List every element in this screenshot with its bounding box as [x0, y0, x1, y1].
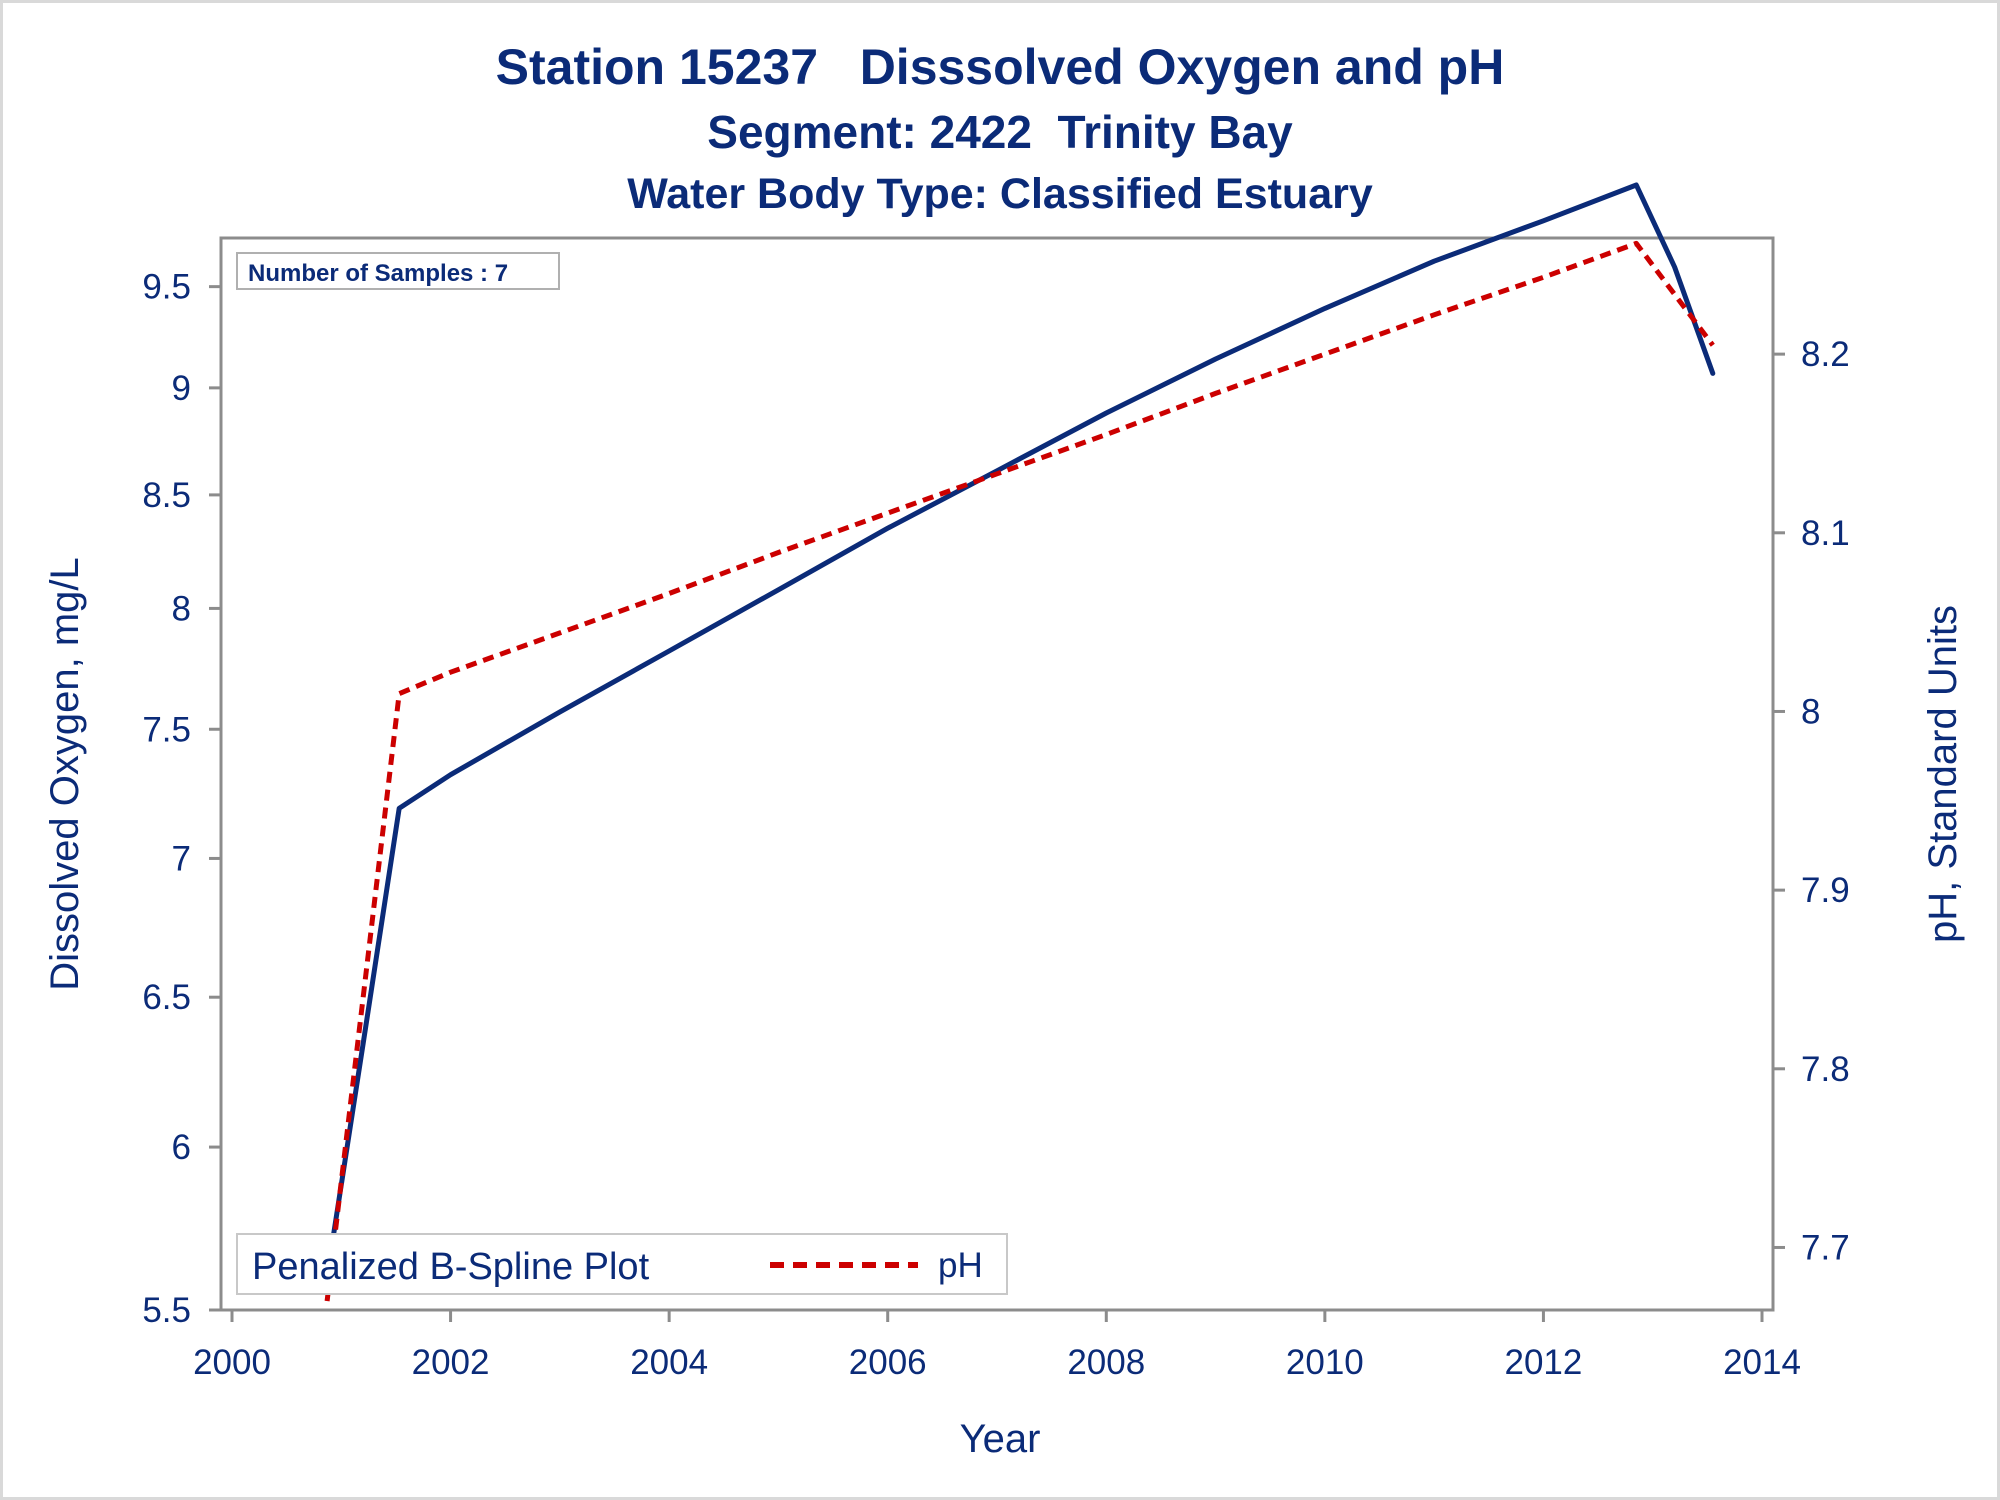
chart-subtitle: Segment: 2422 Trinity Bay [707, 106, 1293, 158]
chart-title: Station 15237 Disssolved Oxygen and pH [496, 39, 1505, 95]
legend-frame [236, 1233, 1008, 1295]
x-axis: 2000 2002 2004 2006 2008 2010 2012 2014 [193, 1308, 1801, 1382]
y2-tick-label: 7.9 [1801, 871, 1850, 910]
sample-count-frame [236, 252, 560, 290]
dissolved-oxygen-series-line [324, 182, 1716, 1279]
x-tick-label: 2004 [630, 1343, 708, 1382]
y-tick-label: 7 [172, 839, 191, 878]
y-axis-right: 7.7 7.8 7.9 8 8.1 8.2 [1773, 335, 1850, 1267]
x-tick-label: 2012 [1504, 1343, 1582, 1382]
legend-title: Penalized B-Spline Plot [252, 1246, 650, 1288]
y-tick-label: 9 [172, 369, 191, 408]
sample-count-box: Number of Samples : 7 [236, 252, 560, 290]
x-tick-label: 2014 [1723, 1343, 1801, 1382]
y2-axis-label: pH, Standard Units [1921, 605, 1965, 943]
x-tick-label: 2002 [412, 1343, 490, 1382]
x-tick-label: 2006 [849, 1343, 927, 1382]
legend: Penalized B-Spline Plot pH [236, 1233, 1008, 1295]
y-tick-label: 9.5 [142, 268, 191, 307]
series-layer [324, 182, 1716, 1302]
x-tick-label: 2000 [193, 1343, 271, 1382]
y2-tick-label: 8.1 [1801, 514, 1850, 553]
y2-tick-label: 8.2 [1801, 335, 1850, 374]
y-tick-label: 7.5 [142, 710, 191, 749]
chart-subtitle-2: Water Body Type: Classified Estuary [627, 170, 1373, 218]
sample-count-text: Number of Samples : 7 [248, 260, 508, 287]
y-tick-label: 8.5 [142, 476, 191, 515]
legend-ph-label: pH [938, 1246, 983, 1285]
x-tick-label: 2010 [1286, 1343, 1364, 1382]
y-tick-label: 5.5 [142, 1291, 191, 1330]
x-axis-label: Year [960, 1417, 1041, 1461]
y-axis-left: 5.5 6 6.5 7 7.5 8 8.5 9 9.5 [142, 268, 221, 1330]
y-tick-label: 6 [172, 1128, 191, 1167]
x-tick-label: 2008 [1067, 1343, 1145, 1382]
y2-tick-label: 8 [1801, 692, 1820, 731]
y-tick-label: 6.5 [142, 978, 191, 1017]
y2-tick-label: 7.7 [1801, 1228, 1850, 1267]
y-tick-label: 8 [172, 589, 191, 628]
y-axis-label: Dissolved Oxygen, mg/L [43, 557, 87, 991]
ph-series-line [324, 240, 1715, 1302]
y2-tick-label: 7.8 [1801, 1050, 1850, 1089]
